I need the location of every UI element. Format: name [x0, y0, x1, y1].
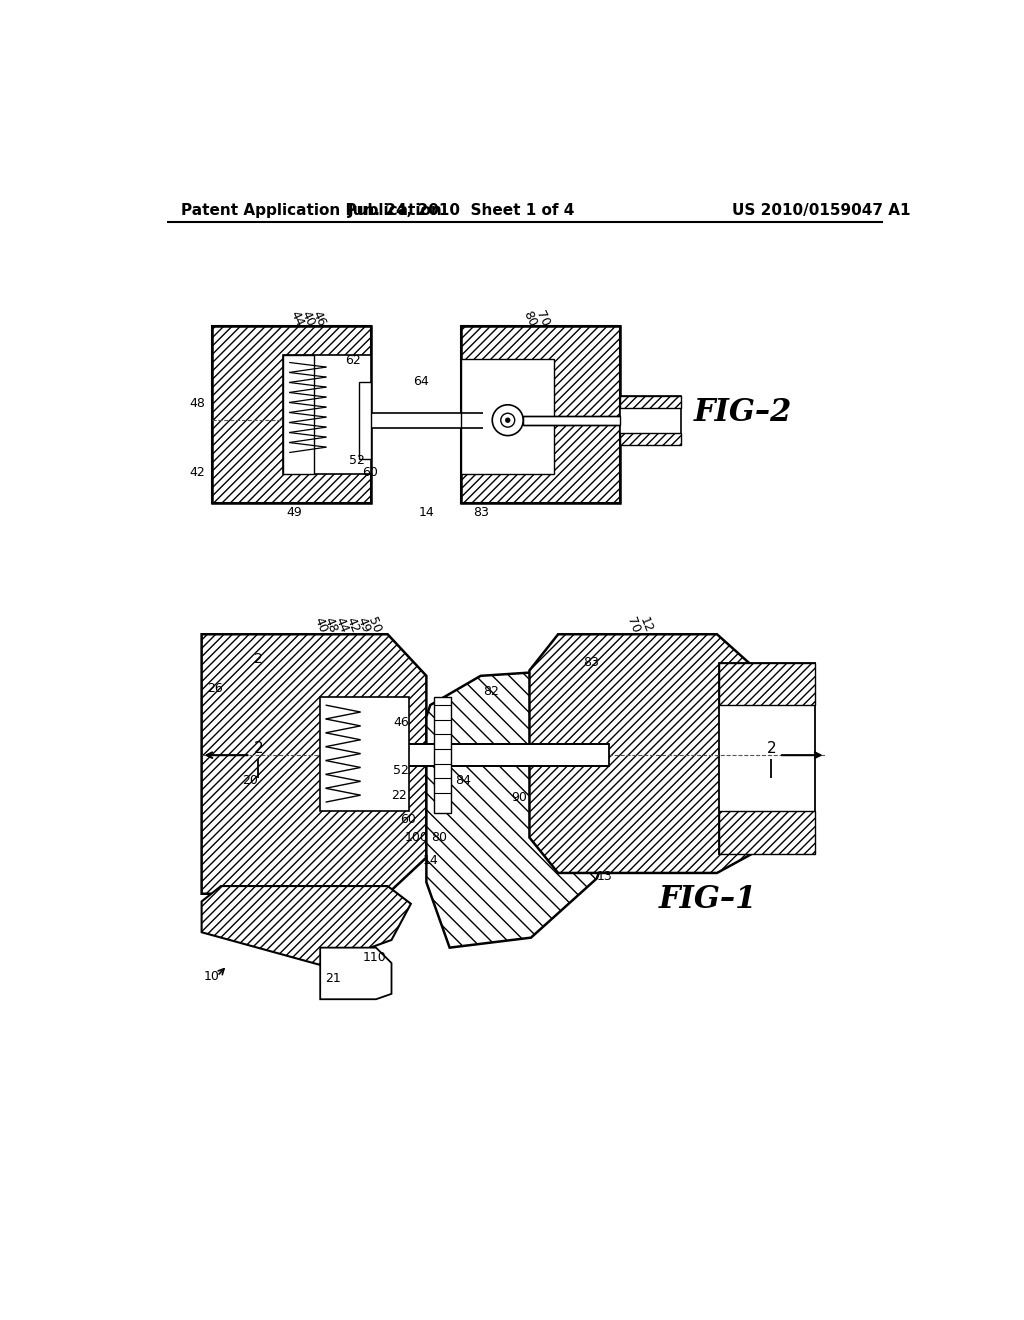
Text: 20: 20: [243, 774, 258, 787]
Polygon shape: [202, 635, 426, 894]
Text: 52: 52: [349, 454, 365, 467]
Text: 12: 12: [637, 615, 654, 635]
Bar: [461, 326, 621, 503]
Text: 50: 50: [366, 615, 383, 635]
Text: 40: 40: [311, 615, 329, 635]
Bar: [212, 326, 371, 503]
Text: 52: 52: [393, 764, 409, 777]
Bar: [371, 412, 483, 428]
Text: 110: 110: [362, 952, 386, 964]
Polygon shape: [529, 635, 764, 873]
Bar: [621, 396, 681, 408]
Text: 70: 70: [534, 309, 552, 329]
Bar: [621, 433, 681, 445]
Bar: [212, 326, 371, 503]
Bar: [719, 812, 815, 854]
Text: 48: 48: [323, 615, 340, 635]
Text: 82: 82: [482, 685, 499, 698]
Text: 62: 62: [345, 354, 360, 367]
Text: 14: 14: [419, 506, 434, 519]
Bar: [283, 355, 371, 474]
Text: 22: 22: [391, 789, 408, 803]
Text: 21: 21: [326, 972, 341, 985]
Text: FIG–2: FIG–2: [693, 397, 793, 428]
Polygon shape: [426, 671, 628, 948]
Text: 60: 60: [361, 466, 378, 479]
Bar: [434, 697, 452, 813]
Bar: [719, 663, 815, 854]
Text: 83: 83: [473, 506, 488, 519]
Bar: [283, 355, 314, 474]
Text: Jun. 24, 2010  Sheet 1 of 4: Jun. 24, 2010 Sheet 1 of 4: [347, 203, 574, 218]
Text: 46: 46: [309, 309, 328, 329]
Bar: [461, 359, 554, 474]
Bar: [359, 381, 371, 459]
Text: 14: 14: [422, 854, 438, 867]
Text: 42: 42: [344, 615, 361, 635]
Text: 83: 83: [584, 656, 599, 669]
Bar: [719, 663, 815, 705]
Text: 46: 46: [393, 715, 409, 729]
Bar: [621, 396, 681, 445]
Text: 100: 100: [404, 832, 428, 843]
Bar: [326, 744, 608, 766]
Text: 2: 2: [253, 742, 263, 756]
Text: 26: 26: [207, 681, 222, 694]
Bar: [321, 697, 410, 812]
Circle shape: [506, 418, 510, 422]
Bar: [461, 326, 621, 503]
Text: Patent Application Publication: Patent Application Publication: [180, 203, 441, 218]
Text: 49: 49: [287, 506, 302, 519]
Text: 10: 10: [204, 970, 219, 982]
Text: 40: 40: [299, 309, 317, 329]
Text: 42: 42: [189, 466, 206, 479]
Text: 2: 2: [254, 652, 262, 665]
Text: 44: 44: [288, 309, 306, 329]
Text: 2: 2: [766, 742, 776, 756]
Bar: [523, 416, 621, 425]
Polygon shape: [321, 948, 391, 999]
Text: 70: 70: [625, 615, 642, 635]
Text: 90: 90: [511, 791, 527, 804]
Text: 64: 64: [413, 375, 429, 388]
Text: 80: 80: [431, 832, 447, 843]
Text: US 2010/0159047 A1: US 2010/0159047 A1: [732, 203, 911, 218]
Text: FIG–1: FIG–1: [658, 883, 758, 915]
Text: 49: 49: [354, 615, 373, 635]
Text: 48: 48: [189, 397, 206, 409]
Text: 84: 84: [455, 774, 471, 787]
Text: 13: 13: [597, 870, 612, 883]
Text: 60: 60: [400, 813, 417, 825]
Text: 44: 44: [333, 615, 351, 635]
Polygon shape: [202, 886, 411, 965]
Text: 80: 80: [520, 309, 539, 329]
